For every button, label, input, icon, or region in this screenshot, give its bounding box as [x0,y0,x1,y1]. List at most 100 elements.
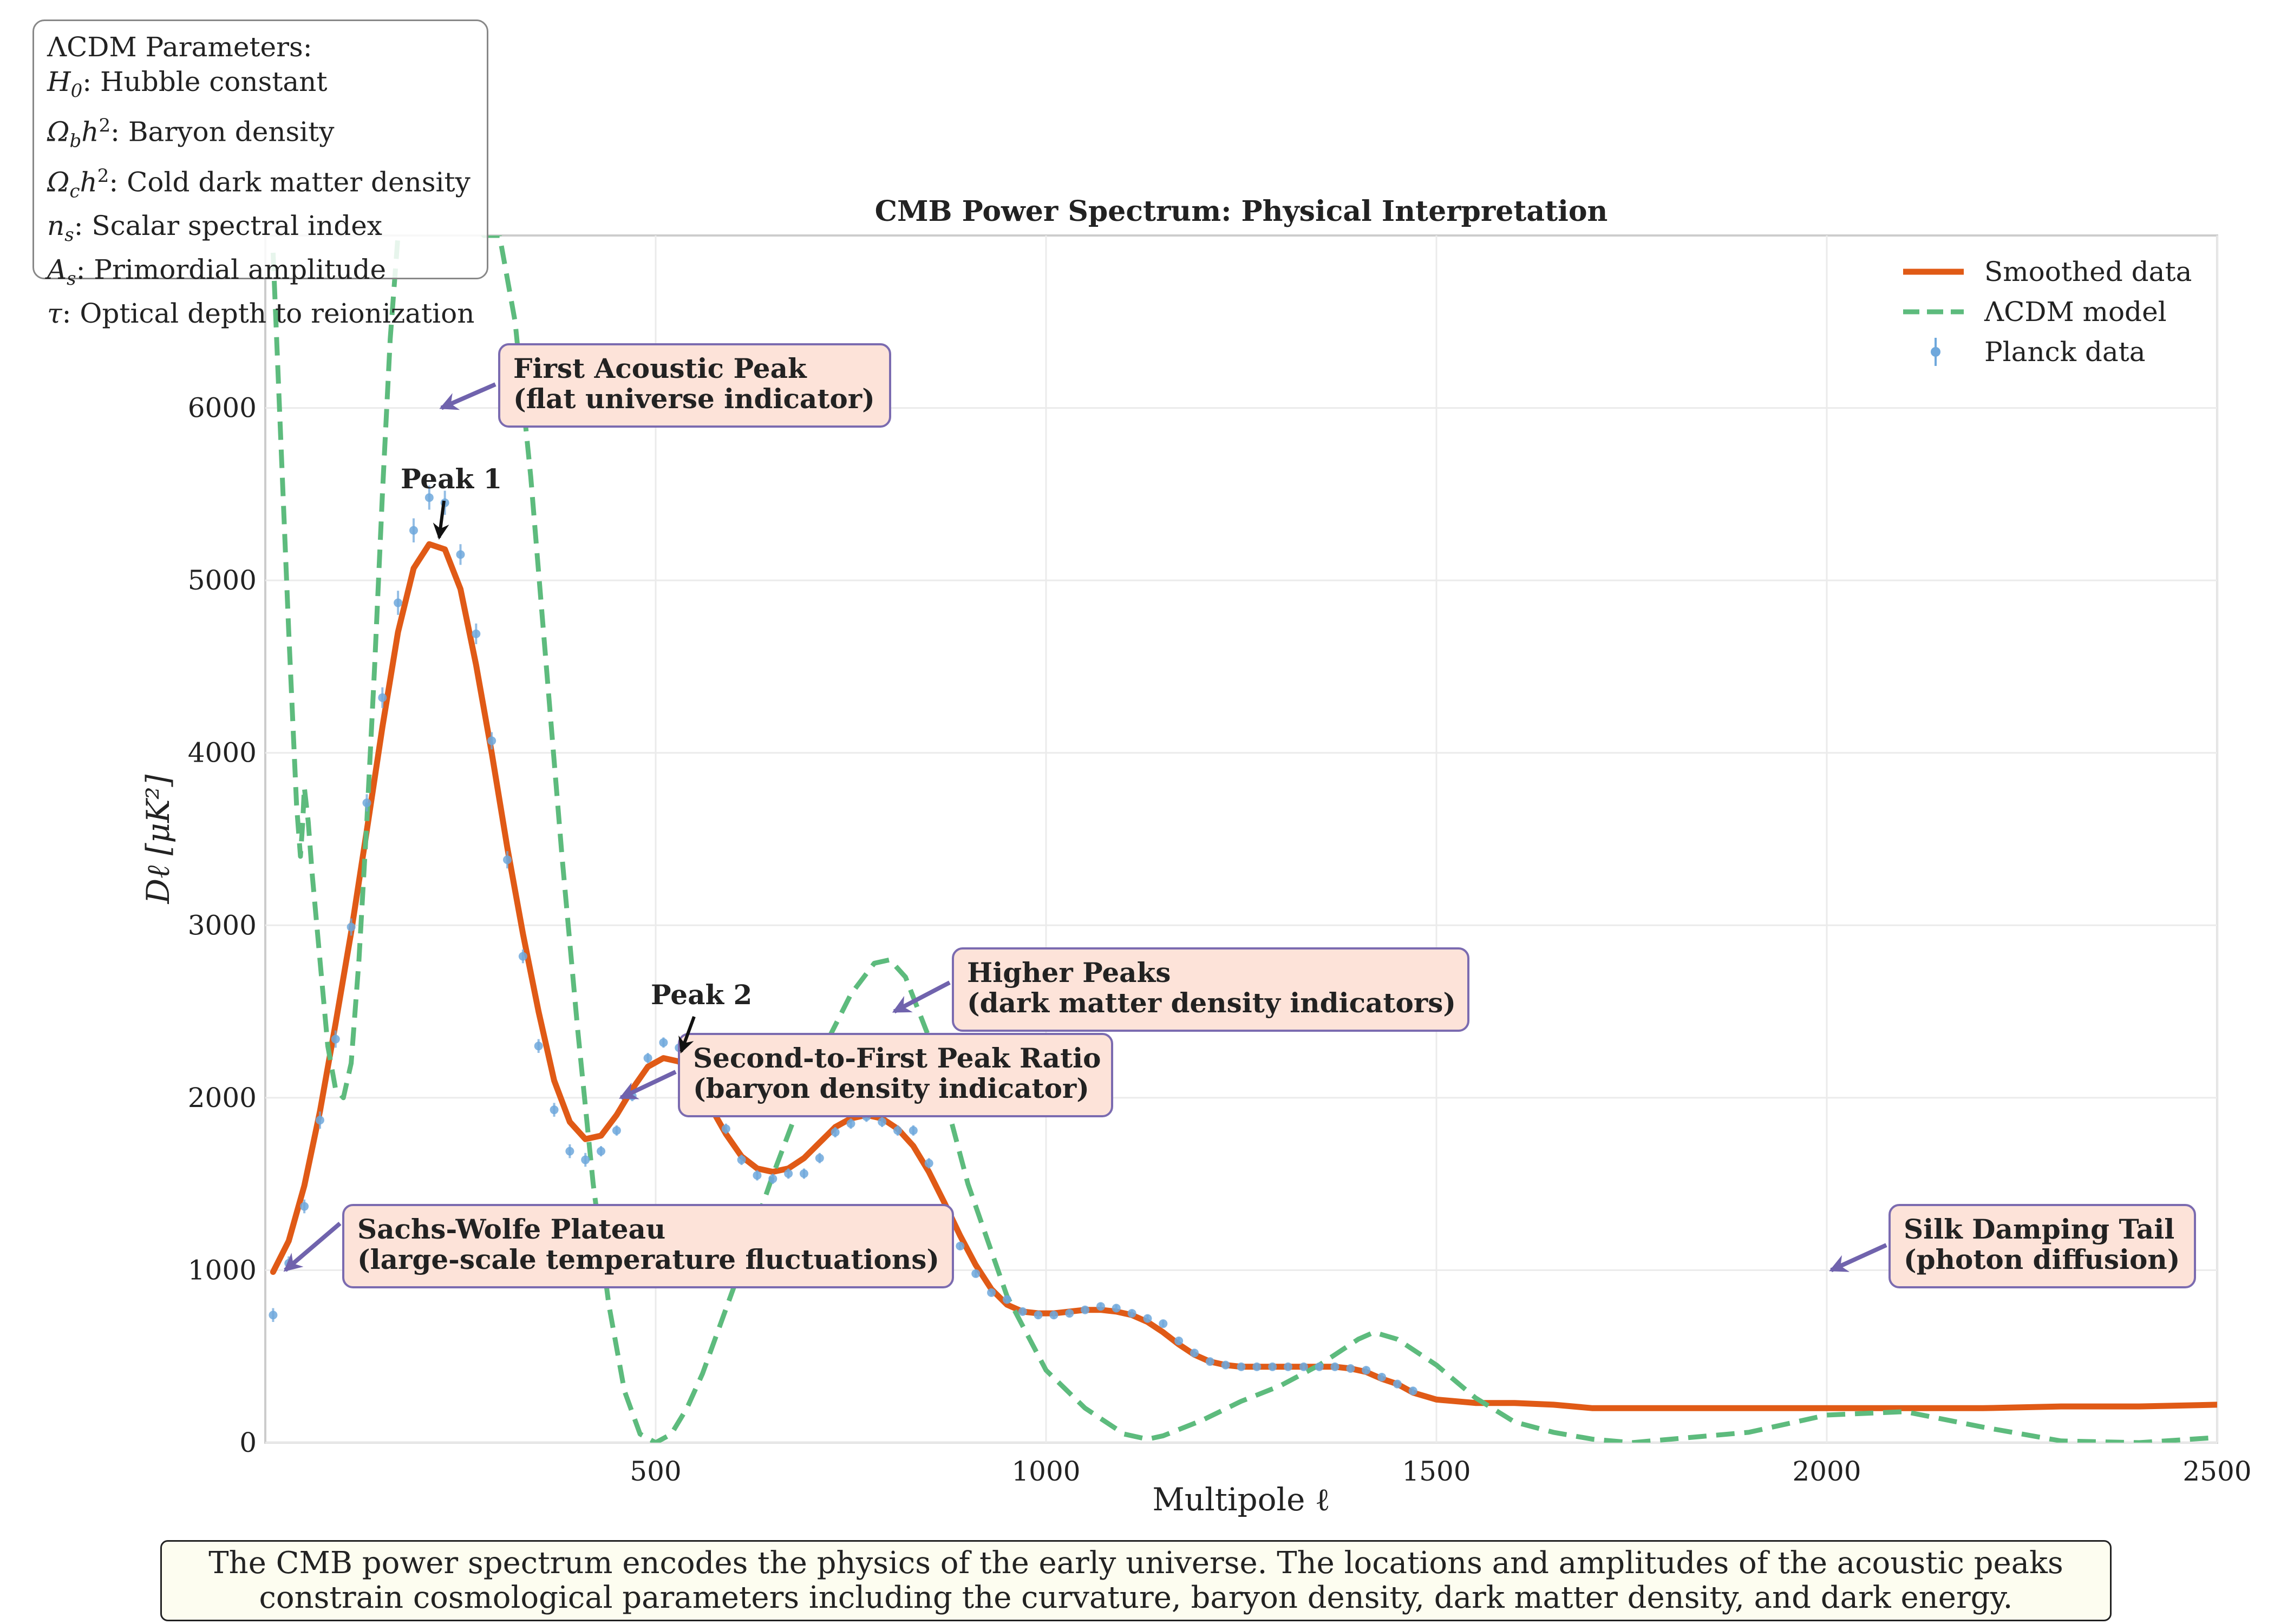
planck-data-point [1127,1309,1136,1318]
y-tick-label: 4000 [188,737,257,769]
chart-title: CMB Power Spectrum: Physical Interpretat… [875,195,1608,228]
planck-data-point [643,1053,652,1063]
planck-data-point [893,1126,903,1135]
planck-data-point [1268,1362,1277,1371]
planck-data-point [331,1034,340,1044]
planck-data-point [1252,1362,1262,1371]
planck-data-point [1346,1364,1355,1373]
y-tick-label: 2000 [188,1082,257,1114]
planck-data-point [409,526,418,535]
annotation-text: First Acoustic Peak (flat universe indica… [513,352,875,415]
peak-label: Peak 1 [401,463,502,495]
annotation-box [1889,1204,2196,1288]
planck-data-point [1190,1348,1199,1358]
x-tick-label: 1500 [1402,1456,1471,1487]
planck-data-point [518,952,527,961]
planck-data-point [768,1174,777,1183]
planck-data-point [987,1288,996,1297]
annotation-box [498,343,891,428]
planck-data-point [846,1119,855,1128]
planck-data-point [1315,1362,1324,1371]
planck-data-point [753,1171,762,1180]
y-tick-label: 5000 [188,565,257,596]
annotation-text: Higher Peaks (dark matter density indicat… [967,957,1456,1019]
parameter-item: τ: Optical depth to reionization [47,298,475,330]
planck-data-point [565,1147,574,1156]
planck-data-point [503,855,512,865]
planck-data-point [581,1155,590,1164]
peak-label: Peak 2 [651,979,752,1011]
planck-data-point [1096,1302,1105,1311]
y-axis-label: Dℓ [μK²] [140,774,177,904]
parameters-legend-box: ΛCDM Parameters: H0: Hubble constant Ωbh2… [32,19,488,329]
annotation-callout: Sachs-Wolfe Plateau (large-scale temperat… [283,1204,954,1288]
legend-label: Smoothed data [1984,256,2192,287]
planck-data-point [971,1269,981,1278]
planck-data-point [315,1116,324,1125]
parameter-item: ns: Scalar spectral index [47,210,382,246]
planck-data-point [1221,1360,1230,1370]
planck-data-point [550,1105,559,1115]
planck-data-point [956,1241,965,1250]
planck-data-point [269,1311,278,1320]
planck-data-point [659,1038,668,1047]
planck-data-point [378,693,387,702]
parameter-item: Ωch2: Cold dark matter density [47,165,471,202]
planck-data-point [1205,1357,1214,1366]
planck-data-point [1065,1309,1074,1318]
planck-data-point [300,1202,309,1211]
planck-data-point [612,1126,621,1135]
planck-data-point [424,493,434,502]
planck-data-point [1362,1366,1371,1375]
caption-line-1: The CMB power spectrum encodes the physi… [208,1546,2063,1581]
planck-data-point [1002,1295,1011,1304]
parameters-title: ΛCDM Parameters: [47,31,312,63]
planck-data-point [815,1154,824,1163]
annotation-box [342,1204,954,1288]
planck-data-point [472,629,481,638]
annotation-arrow [283,1221,342,1272]
planck-data-point [1408,1386,1417,1396]
planck-data-point [1284,1362,1293,1371]
planck-data-point [1330,1362,1339,1371]
annotation-arrow [439,382,496,410]
legend-label: ΛCDM model [1984,296,2167,328]
planck-data-point [831,1128,840,1137]
annotation-callout: Silk Damping Tail (photon diffusion) [1829,1204,2196,1288]
planck-data-point [737,1155,746,1164]
annotation-box [952,947,1469,1032]
y-tick-label: 6000 [188,392,257,424]
planck-data-point [1034,1311,1043,1320]
planck-data-point [1174,1337,1184,1346]
smoothed-data-line [270,541,2217,1411]
planck-data-point [799,1169,808,1178]
parameter-item: H0: Hubble constant [47,66,328,102]
planck-data-point [1237,1362,1246,1371]
x-tick-label: 500 [630,1456,681,1487]
annotation-arrow [619,1070,677,1100]
planck-data-point [347,922,356,932]
planck-data-point [394,598,403,607]
annotation-box [678,1033,1113,1117]
planck-data-point [487,736,496,745]
y-tick-label: 3000 [188,909,257,941]
annotation-arrow [892,980,951,1014]
peak-arrow [433,500,449,540]
x-tick-label: 2000 [1792,1456,1861,1487]
parameter-item: Ωbh2: Baryon density [47,115,335,152]
planck-data-point [1393,1379,1402,1389]
y-tick-label: 1000 [188,1254,257,1286]
annotation-callout: Second-to-First Peak Ratio (baryon densit… [619,1033,1113,1117]
legend-label: Planck data [1984,336,2146,368]
planck-data-point [1081,1305,1090,1314]
x-axis-label: Multipole ℓ [1152,1481,1330,1518]
x-tick-label: 2500 [2182,1456,2251,1487]
annotation-text: Silk Damping Tail (photon diffusion) [1904,1213,2180,1275]
planck-data-point [784,1169,793,1178]
planck-data-point [721,1124,730,1134]
planck-data-point [1143,1314,1152,1323]
planck-data-point [362,798,371,808]
planck-data-point [597,1147,606,1156]
annotation-text: Second-to-First Peak Ratio (baryon densit… [693,1042,1101,1104]
